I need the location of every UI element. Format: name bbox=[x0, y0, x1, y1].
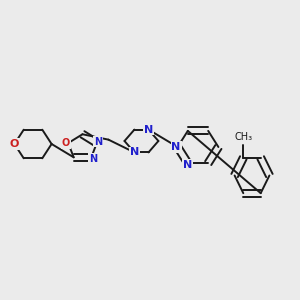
Text: N: N bbox=[183, 160, 192, 170]
Text: N: N bbox=[94, 136, 102, 147]
Text: N: N bbox=[89, 154, 97, 164]
Text: O: O bbox=[62, 138, 70, 148]
Text: N: N bbox=[144, 124, 153, 135]
Text: CH₃: CH₃ bbox=[234, 132, 252, 142]
Text: N: N bbox=[172, 142, 181, 152]
Text: N: N bbox=[130, 147, 139, 158]
Text: O: O bbox=[10, 139, 19, 149]
